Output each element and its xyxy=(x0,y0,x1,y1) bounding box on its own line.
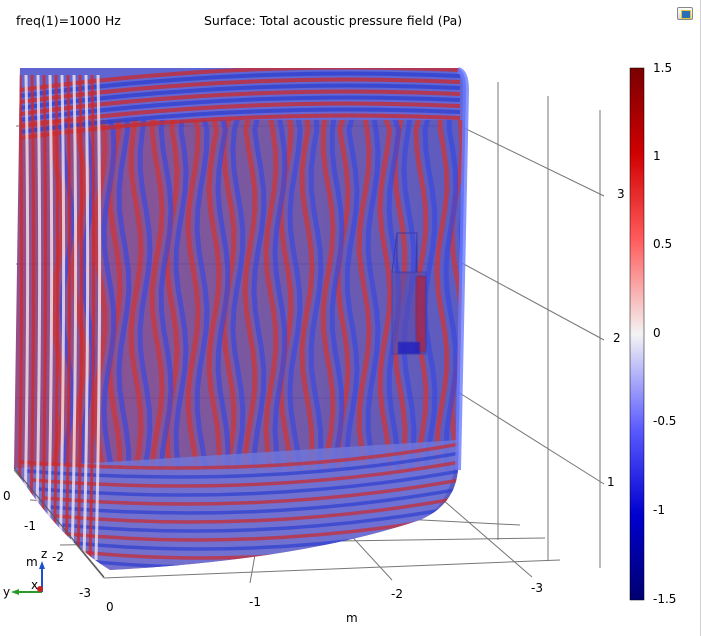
colorbar-tick-1: 1 xyxy=(653,149,661,163)
triad-y-label: y xyxy=(3,585,10,599)
acoustic-domain xyxy=(14,68,466,570)
x-axis-unit: m xyxy=(346,611,358,625)
x-tick-neg2: -2 xyxy=(391,587,403,601)
colorbar-tick-0.5: 0.5 xyxy=(653,237,672,251)
image-icon[interactable] xyxy=(677,7,693,20)
colorbar-tick-neg1: -1 xyxy=(653,503,665,517)
colorbar-tick-0: 0 xyxy=(653,326,661,340)
y-tick-0: 0 xyxy=(3,489,11,503)
z-tick-1: 1 xyxy=(607,475,615,489)
colorbar-tick-neg1.5: -1.5 xyxy=(653,592,676,606)
triad-x-label: x xyxy=(31,578,38,592)
plot-title: Surface: Total acoustic pressure field (… xyxy=(204,13,463,28)
z-tick-2: 2 xyxy=(613,331,621,345)
domain-edge xyxy=(455,67,470,471)
y-tick-neg1: -1 xyxy=(24,519,36,533)
y-tick-neg2: -2 xyxy=(52,550,64,564)
frequency-label: freq(1)=1000 Hz xyxy=(16,13,121,28)
colorbar-tick-neg0.5: -0.5 xyxy=(653,414,676,428)
x-tick-0: 0 xyxy=(106,600,114,614)
x-tick-neg3: -3 xyxy=(531,581,543,595)
triad-z-label: z xyxy=(41,547,47,561)
x-tick-neg1: -1 xyxy=(249,595,261,609)
colorbar-tick-1.5: 1.5 xyxy=(653,61,672,75)
colorbar xyxy=(629,67,645,601)
axis-triad: z y x xyxy=(3,547,47,599)
z-tick-3: 3 xyxy=(617,187,625,201)
scatterer-object xyxy=(391,232,427,355)
y-axis-unit: m xyxy=(26,555,38,569)
y-tick-neg3: -3 xyxy=(79,586,91,600)
front-grid xyxy=(13,467,105,578)
